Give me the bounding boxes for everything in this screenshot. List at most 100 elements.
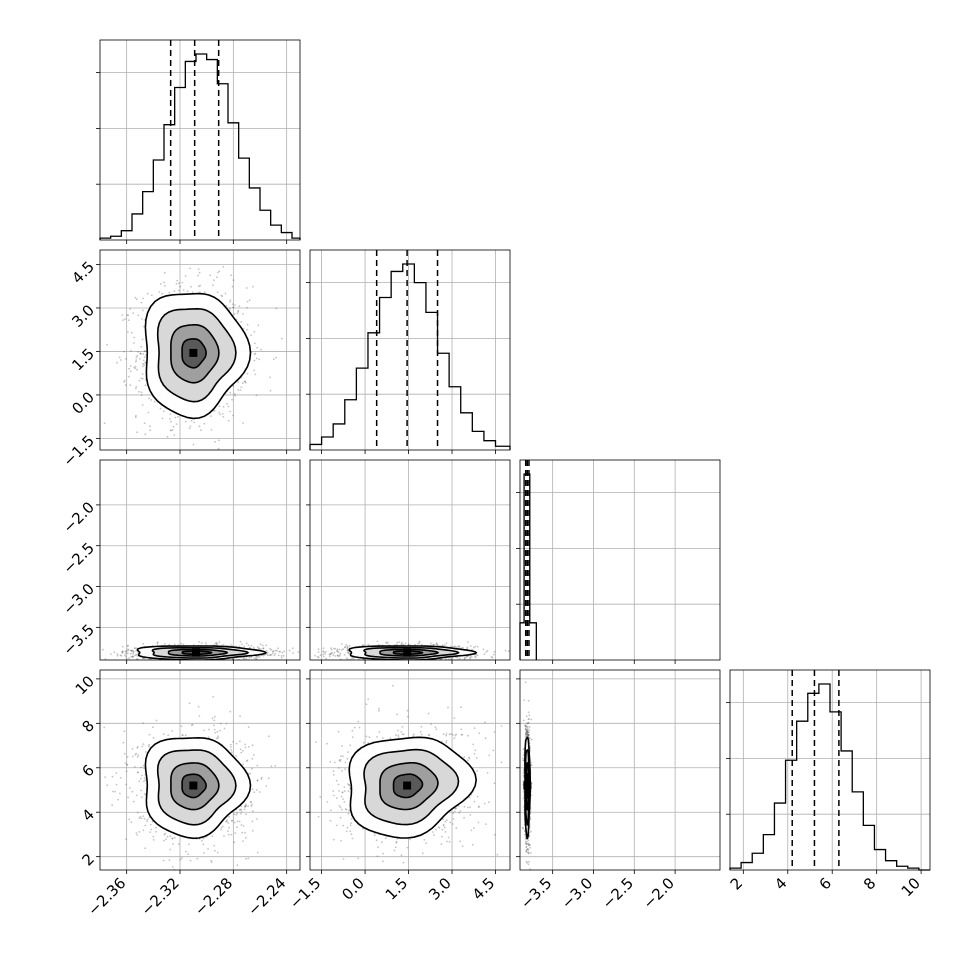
scatter-point — [136, 368, 138, 371]
scatter-point — [172, 843, 175, 845]
scatter-point — [140, 391, 143, 394]
scatter-point — [223, 835, 225, 837]
scatter-point — [288, 649, 291, 652]
scatter-point — [127, 331, 129, 333]
y-tick-label: −3.0 — [60, 580, 98, 618]
scatter-point — [143, 422, 146, 425]
scatter-point — [221, 295, 224, 298]
scatter-point — [144, 384, 147, 387]
scatter-point — [159, 407, 162, 410]
scatter-point — [222, 643, 225, 646]
scatter-point — [184, 275, 187, 277]
scatter-point — [474, 656, 477, 658]
scatter-point — [297, 651, 300, 653]
scatter-point — [450, 658, 453, 660]
scatter-point — [142, 359, 145, 362]
scatter-point — [148, 733, 151, 736]
scatter-point — [274, 653, 277, 655]
scatter-point — [242, 313, 244, 315]
scatter-point — [182, 643, 185, 646]
scatter-point — [143, 319, 146, 321]
scatter-point — [236, 312, 239, 315]
scatter-point — [174, 416, 177, 419]
scatter-point — [216, 642, 219, 645]
scatter-point — [181, 734, 184, 736]
scatter-point — [217, 447, 220, 450]
scatter-point — [165, 838, 167, 841]
scatter-point — [201, 839, 203, 842]
scatter-point — [122, 319, 124, 321]
scatter-point — [436, 643, 439, 646]
scatter-point — [132, 650, 135, 653]
scatter-point — [127, 796, 129, 799]
scatter-point — [132, 312, 135, 315]
scatter-point — [246, 306, 248, 309]
scatter-point — [121, 650, 124, 653]
scatter-point — [175, 423, 178, 425]
scatter-point — [135, 414, 137, 417]
scatter-point — [333, 651, 336, 654]
scatter-point — [252, 646, 255, 649]
scatter-point — [119, 654, 122, 656]
scatter-point — [133, 342, 135, 344]
scatter-point — [332, 654, 335, 657]
scatter-point — [149, 429, 152, 432]
scatter-point — [330, 647, 332, 650]
scatter-point — [242, 763, 245, 766]
scatter-point — [400, 662, 402, 664]
histogram-frame-p2 — [519, 459, 721, 661]
scatter-point — [169, 418, 171, 420]
scatter-point — [417, 642, 420, 645]
scatter-point — [418, 660, 420, 662]
scatter-point — [253, 353, 256, 356]
scatter-point — [221, 413, 224, 415]
scatter-point — [252, 285, 254, 288]
scatter-point — [106, 784, 109, 787]
scatter-point — [260, 648, 262, 650]
scatter-point — [227, 419, 230, 422]
scatter-point — [135, 298, 138, 301]
scatter-point — [328, 653, 331, 656]
scatter-point — [94, 653, 96, 655]
scatter-point — [200, 661, 202, 663]
scatter-point — [217, 735, 220, 738]
scatter-point — [236, 812, 239, 815]
y-tick-label: −2.0 — [60, 498, 98, 536]
scatter-point — [474, 656, 476, 658]
scatter-point — [91, 651, 93, 653]
scatter-point — [209, 274, 212, 277]
scatter-point — [348, 652, 350, 654]
scatter-point — [329, 653, 332, 656]
scatter-point — [134, 367, 137, 370]
scatter-point — [234, 394, 237, 397]
histogram-frame-p1 — [309, 249, 511, 451]
scatter-point — [162, 733, 165, 735]
scatter-point — [398, 641, 400, 643]
joint-panel-p0-p1 — [103, 265, 283, 450]
scatter-point — [431, 661, 433, 663]
scatter-point — [324, 661, 326, 663]
scatter-point — [121, 651, 124, 654]
scatter-point — [256, 646, 259, 649]
scatter-point — [130, 331, 133, 334]
scatter-point — [124, 650, 127, 653]
scatter-point — [272, 650, 275, 653]
scatter-point — [387, 641, 389, 644]
scatter-point — [476, 645, 479, 648]
scatter-point — [254, 373, 257, 376]
scatter-point — [144, 847, 147, 850]
scatter-point — [282, 654, 285, 657]
scatter-point — [343, 646, 346, 649]
scatter-point — [239, 662, 241, 664]
x-tick-label: 4 — [771, 874, 790, 893]
scatter-point — [257, 656, 259, 659]
scatter-point — [337, 651, 340, 654]
scatter-point — [222, 265, 225, 268]
scatter-point — [317, 656, 320, 659]
scatter-point — [131, 755, 134, 758]
scatter-point — [142, 764, 145, 767]
scatter-point — [143, 325, 145, 328]
scatter-point — [228, 826, 230, 829]
scatter-point — [173, 290, 176, 293]
scatter-point — [281, 651, 284, 654]
